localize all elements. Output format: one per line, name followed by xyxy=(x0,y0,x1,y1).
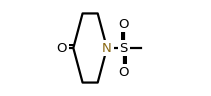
Text: O: O xyxy=(119,17,129,31)
Text: S: S xyxy=(120,41,128,55)
Text: O: O xyxy=(119,65,129,79)
Text: O: O xyxy=(56,41,67,55)
Text: N: N xyxy=(102,41,112,55)
